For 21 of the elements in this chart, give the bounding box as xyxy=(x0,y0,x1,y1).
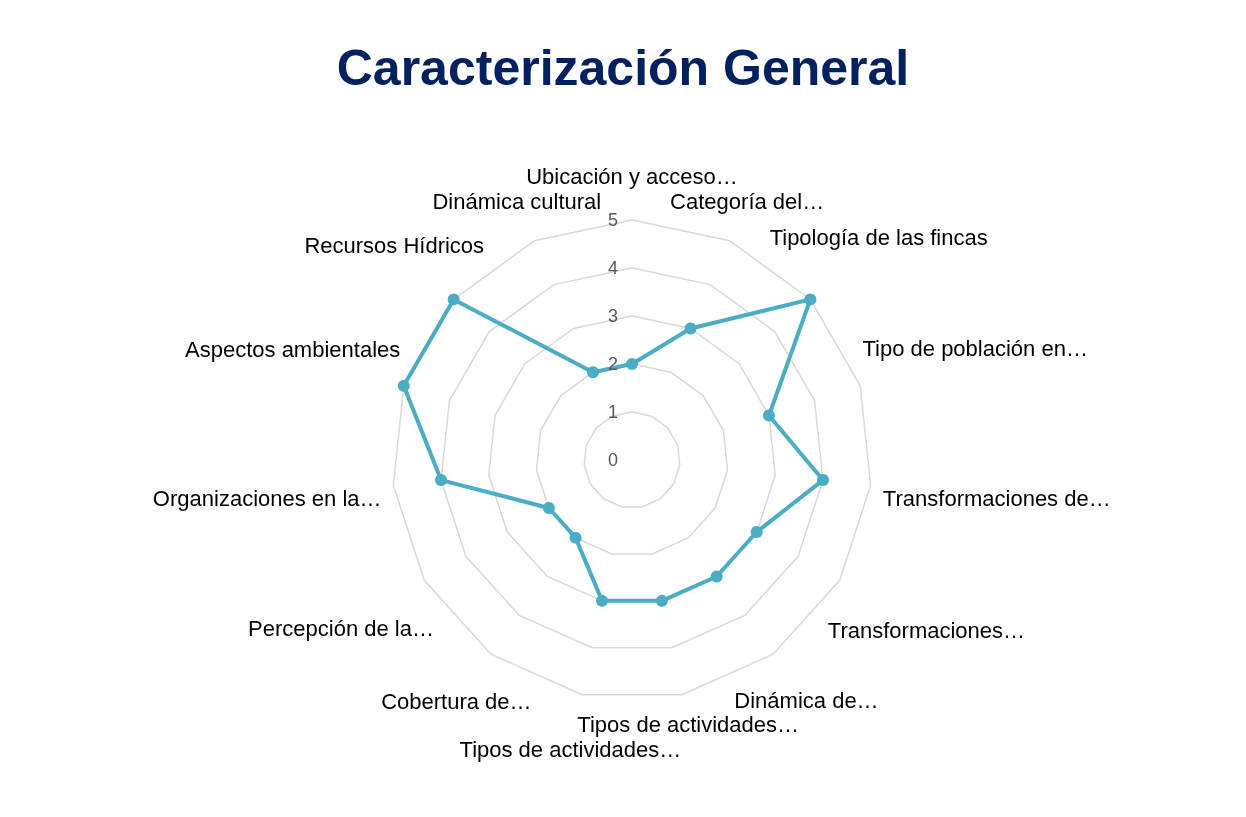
spoke-label: Percepción de la… xyxy=(248,615,434,641)
y-tick-label: 1 xyxy=(607,402,618,422)
spoke-label: Recursos Hídricos xyxy=(304,233,485,259)
chart-title: Caracterización General xyxy=(336,40,910,96)
spoke-label: Aspectos ambientales xyxy=(185,337,401,363)
spoke-label: Transformaciones… xyxy=(827,617,1026,643)
spoke-label: Tipos de actividades… xyxy=(577,711,800,737)
spoke-label: Tipología de las fincas xyxy=(769,225,988,251)
spoke-label: Categoría del… xyxy=(670,188,825,214)
spoke-label: Cobertura de… xyxy=(381,689,532,715)
y-tick-label: 0 xyxy=(607,450,618,470)
spoke-label: Tipo de población en… xyxy=(862,336,1088,361)
spoke-label: Transformaciones de… xyxy=(882,485,1111,511)
spoke-label: Dinámica de… xyxy=(734,687,879,713)
y-tick-label: 3 xyxy=(607,306,618,326)
spoke-label: Ubicación y acceso… xyxy=(526,163,738,189)
spoke-label: Tipos de actividades… xyxy=(459,737,682,763)
y-tick-label: 4 xyxy=(607,258,618,278)
y-tick-label: 5 xyxy=(607,210,618,230)
spoke-label: Organizaciones en la… xyxy=(152,485,382,511)
spoke-label: Dinámica cultural xyxy=(432,188,602,214)
